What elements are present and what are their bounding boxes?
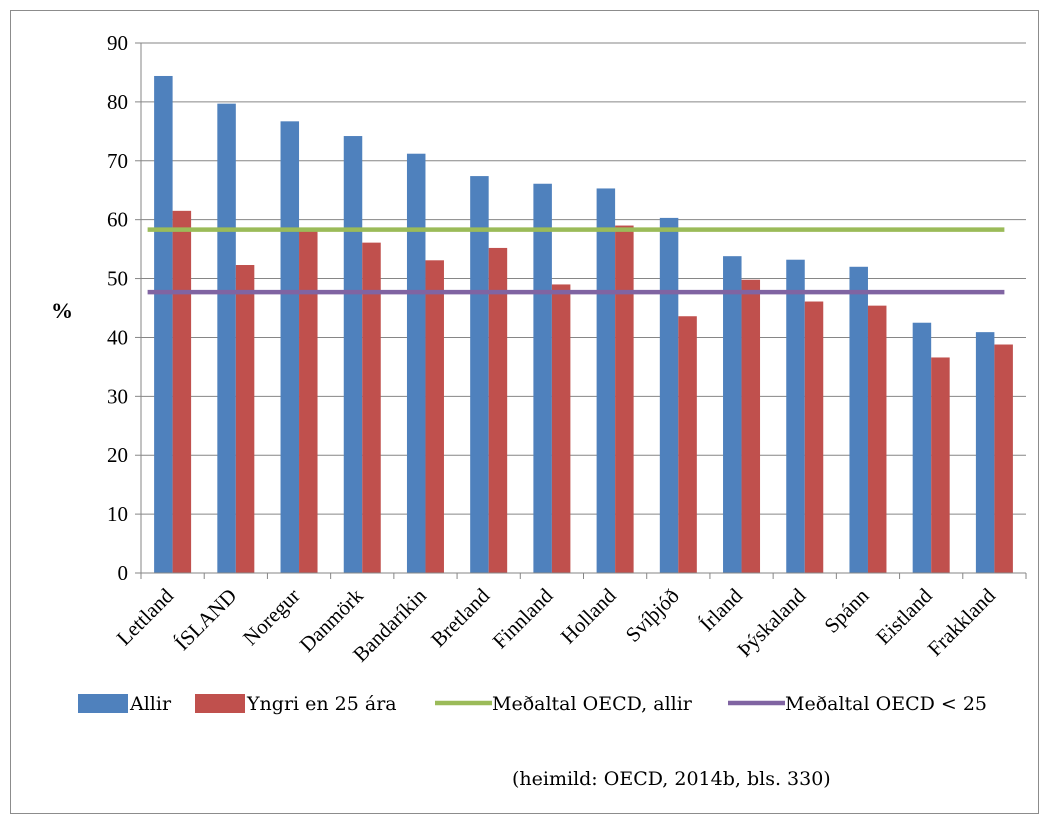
bar-allir	[659, 217, 679, 573]
gridlines	[141, 42, 1026, 515]
bar-allir	[596, 188, 616, 573]
bar-yngri	[235, 265, 255, 573]
bar-allir	[154, 75, 173, 573]
y-tick-label: 20	[107, 443, 128, 467]
bar-yngri	[425, 260, 444, 573]
x-tick-label: Frakkland	[923, 583, 1001, 661]
bar-allir	[975, 332, 995, 573]
y-tick-label: 60	[107, 208, 128, 232]
bar-yngri	[488, 247, 508, 573]
bar-allir	[533, 183, 552, 573]
bar-allir	[470, 176, 489, 574]
y-tick-label: 10	[107, 502, 128, 526]
bar-yngri	[994, 344, 1013, 573]
x-tick-label: Spánn	[819, 583, 873, 637]
y-tick-label: 90	[107, 31, 128, 55]
x-tick-label: Finnland	[488, 583, 558, 653]
reference-lines	[147, 227, 1005, 295]
bar-yngri	[867, 305, 887, 573]
legend-oecd-under25-label: Meðaltal OECD < 25	[785, 693, 987, 715]
x-tick-label: ÍSLAND	[170, 584, 241, 655]
bar-yngri	[804, 301, 824, 573]
x-tick-label: Þýskaland	[732, 583, 810, 661]
y-tick-label: 40	[107, 325, 128, 349]
y-tick-label: 70	[107, 149, 128, 173]
bar-allir	[723, 256, 742, 573]
bar-allir	[280, 121, 300, 574]
x-tick-label: Svíþjóð	[621, 584, 684, 647]
bar-yngri	[362, 242, 381, 573]
legend-allir-swatch	[78, 694, 128, 713]
legend: Allir Yngri en 25 ára Meðaltal OECD, allir…	[78, 693, 987, 715]
bar-allir	[849, 266, 868, 573]
bar-yngri	[172, 210, 192, 574]
x-tick-label: Bretland	[426, 583, 494, 651]
legend-yngri-label: Yngri en 25 ára	[246, 693, 397, 715]
x-tick-label: Lettland	[112, 583, 179, 650]
bar-allir	[912, 322, 932, 573]
bar-allir	[786, 259, 805, 573]
bar-yngri	[931, 357, 950, 573]
y-tick-label: 0	[118, 561, 129, 585]
bar-yngri	[299, 231, 318, 573]
x-tick-label: Holland	[556, 583, 621, 648]
y-tick-label: 30	[107, 384, 128, 408]
legend-allir-label: Allir	[129, 693, 172, 715]
bars	[154, 75, 1013, 574]
y-axis-label: %	[51, 298, 73, 323]
bar-yngri	[551, 284, 571, 573]
bar-yngri	[678, 316, 697, 573]
bar-yngri	[741, 279, 761, 573]
legend-oecd-all-label: Meðaltal OECD, allir	[492, 693, 693, 715]
source-note: (heimild: OECD, 2014b, bls. 330)	[512, 768, 831, 790]
y-tick-label: 50	[107, 267, 128, 291]
bar-allir	[217, 103, 236, 574]
y-tick-label: 80	[107, 90, 128, 114]
bar-yngri	[615, 225, 634, 574]
x-tick-label: Írland	[695, 583, 748, 636]
bar-allir	[406, 153, 426, 573]
bar-allir	[343, 136, 363, 574]
legend-yngri-swatch	[195, 694, 245, 713]
